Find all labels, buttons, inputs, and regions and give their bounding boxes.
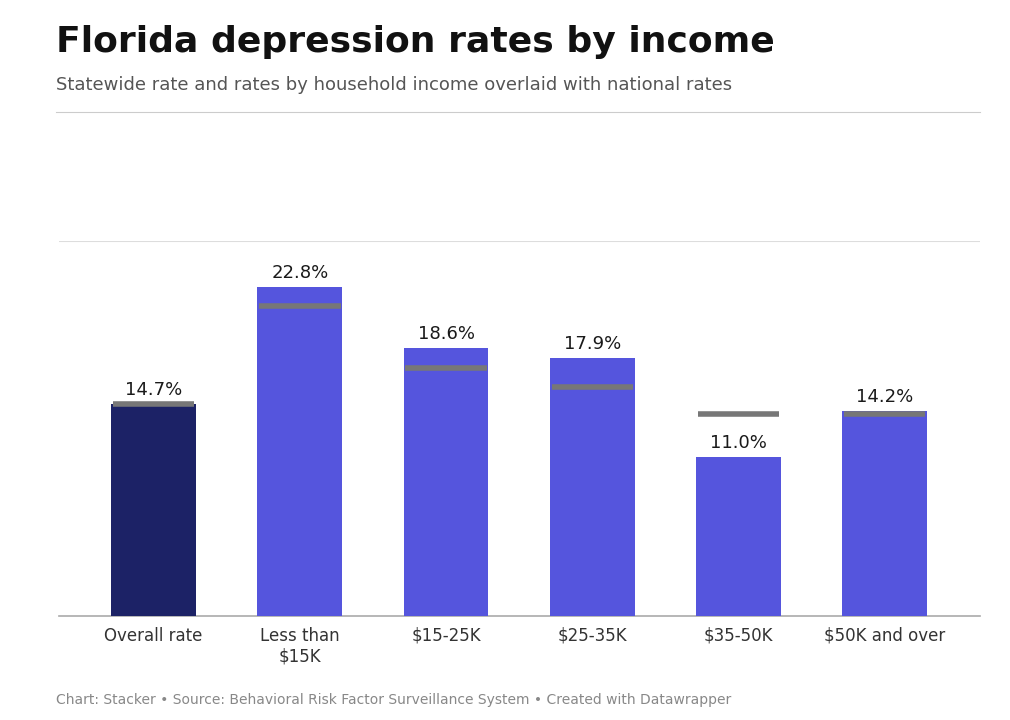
Text: 14.2%: 14.2% <box>856 388 913 406</box>
Bar <box>258 287 342 616</box>
Bar <box>842 411 927 616</box>
Text: 22.8%: 22.8% <box>272 264 328 282</box>
Text: 18.6%: 18.6% <box>417 325 475 343</box>
Text: Chart: Stacker • Source: Behavioral Risk Factor Surveillance System • Created wi: Chart: Stacker • Source: Behavioral Risk… <box>56 693 731 707</box>
Text: Statewide rate and rates by household income overlaid with national rates: Statewide rate and rates by household in… <box>56 76 731 94</box>
Bar <box>404 348 489 616</box>
Bar <box>549 358 634 616</box>
Bar <box>111 404 196 616</box>
Text: Florida depression rates by income: Florida depression rates by income <box>56 25 775 59</box>
Text: 11.0%: 11.0% <box>710 434 767 452</box>
Bar <box>696 457 781 616</box>
Text: 17.9%: 17.9% <box>564 335 621 353</box>
Text: 14.7%: 14.7% <box>125 381 182 399</box>
